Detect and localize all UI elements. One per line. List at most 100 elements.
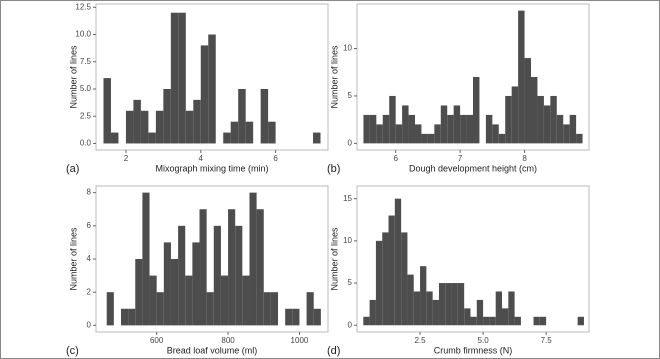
bar (313, 308, 321, 326)
y-tick-label: 0 (348, 320, 353, 329)
y-tick-label: 0 (348, 138, 353, 147)
bar (420, 266, 427, 326)
bar (511, 86, 519, 144)
bar (466, 114, 473, 144)
panel-label: (d) (327, 345, 340, 357)
bar (170, 259, 179, 326)
bar (128, 308, 136, 326)
bar (445, 283, 452, 326)
bar (133, 99, 141, 144)
bar (142, 192, 150, 326)
bar (498, 133, 506, 144)
panel-label: (b) (327, 163, 340, 175)
bar (531, 77, 538, 144)
bar (427, 133, 435, 144)
bar (185, 275, 193, 326)
bar (577, 316, 584, 326)
bar (245, 121, 254, 144)
y-tick-label: 10 (343, 236, 352, 245)
bar (382, 114, 390, 144)
bar (369, 114, 377, 144)
bar (178, 225, 186, 326)
x-tick-label: 600 (150, 336, 164, 345)
bar (268, 121, 276, 144)
x-axis-label: Bread loaf volume (ml) (167, 345, 258, 355)
bar (543, 105, 551, 144)
bar (447, 114, 454, 144)
bar (213, 225, 221, 326)
bar (230, 121, 239, 144)
bar (476, 299, 484, 326)
y-tick-label: 0 (87, 320, 92, 329)
bar (125, 110, 134, 144)
bar (508, 291, 515, 326)
bar (537, 95, 544, 144)
y-axis-label: Number of lines (68, 227, 78, 291)
bar (502, 308, 509, 326)
x-tick-label: 6 (273, 154, 278, 163)
x-axis-label: Crumb firmness (N) (434, 345, 513, 355)
bar (238, 88, 246, 144)
bar (415, 124, 422, 144)
bar (395, 124, 403, 144)
bar (382, 232, 389, 326)
bar (408, 114, 415, 144)
y-tick-label: 10 (343, 44, 352, 53)
bar (376, 124, 383, 144)
bar (148, 132, 156, 144)
x-tick-label: 7 (458, 154, 463, 163)
y-tick-label: 8 (87, 188, 92, 197)
bar (514, 316, 521, 326)
x-tick-label: 4 (199, 154, 204, 163)
y-tick-label: 15 (343, 194, 352, 203)
bar (306, 292, 314, 326)
bar (492, 124, 499, 144)
bar (401, 232, 408, 326)
bar (402, 105, 409, 144)
bar (473, 77, 480, 144)
x-tick-label: 8 (522, 154, 527, 163)
bar (103, 78, 111, 144)
bar (375, 240, 383, 326)
bar (407, 274, 414, 326)
bar (163, 242, 171, 326)
bar (489, 316, 496, 326)
y-axis-label: Number of lines (329, 45, 339, 109)
bar (389, 95, 396, 144)
bar (192, 242, 200, 326)
bar (518, 10, 525, 144)
x-tick-label: 1000 (291, 336, 309, 345)
bar (453, 105, 461, 144)
bar (576, 133, 583, 144)
bar (434, 124, 441, 144)
bar (485, 114, 493, 144)
bar (505, 95, 512, 144)
bar (149, 275, 157, 326)
bar (120, 308, 129, 326)
bar (200, 45, 209, 144)
bar (270, 292, 279, 326)
bar (110, 132, 119, 144)
bar (394, 198, 402, 326)
bar (193, 99, 201, 144)
bar (421, 133, 428, 144)
y-tick-label: 10.0 (75, 30, 91, 39)
bar (185, 110, 194, 144)
x-tick-label: 2 (124, 154, 129, 163)
bar (178, 12, 186, 144)
y-axis-label: Number of lines (68, 45, 78, 109)
bar (256, 209, 264, 326)
bar (432, 299, 439, 326)
bar (156, 292, 164, 326)
bar (569, 114, 577, 144)
bar (457, 283, 465, 326)
y-tick-label: 5 (348, 278, 353, 287)
y-tick-label: 0.0 (80, 139, 92, 148)
bar (292, 308, 300, 326)
panel-label: (a) (66, 163, 79, 175)
panel-label: (c) (66, 345, 79, 357)
bar (206, 292, 214, 326)
y-tick-label: 12.5 (75, 2, 91, 11)
bar (208, 34, 216, 144)
y-tick-label: 5 (348, 91, 353, 100)
